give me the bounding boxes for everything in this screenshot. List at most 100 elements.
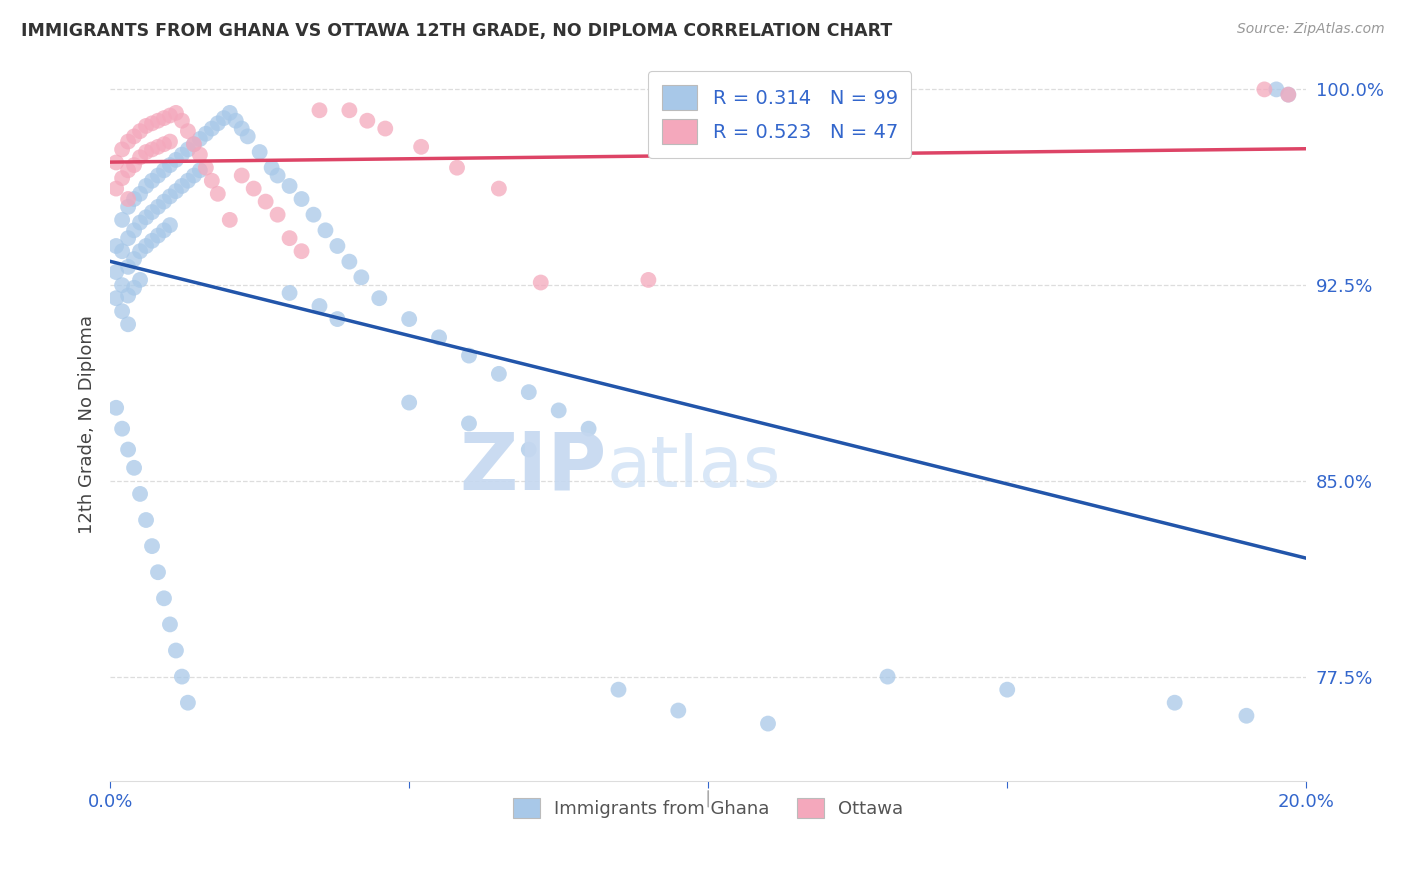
- Point: [756, 716, 779, 731]
- Point: [218, 213, 240, 227]
- Point: [146, 113, 169, 128]
- Point: [111, 244, 134, 259]
- Point: [427, 330, 450, 344]
- Point: [135, 178, 157, 193]
- Point: [517, 385, 540, 400]
- Point: [177, 124, 200, 138]
- Point: [350, 270, 373, 285]
- Point: [129, 215, 152, 229]
- Point: [129, 487, 152, 501]
- Point: [122, 158, 145, 172]
- Point: [177, 143, 200, 157]
- Point: [231, 169, 253, 183]
- Point: [488, 181, 510, 195]
- Point: [141, 205, 163, 219]
- Legend: Immigrants from Ghana, Ottawa: Immigrants from Ghana, Ottawa: [506, 791, 911, 825]
- Point: [135, 211, 157, 225]
- Point: [122, 460, 145, 475]
- Point: [153, 223, 176, 237]
- Text: IMMIGRANTS FROM GHANA VS OTTAWA 12TH GRADE, NO DIPLOMA CORRELATION CHART: IMMIGRANTS FROM GHANA VS OTTAWA 12TH GRA…: [21, 22, 893, 40]
- Text: atlas: atlas: [606, 433, 780, 502]
- Point: [201, 174, 224, 188]
- Point: [488, 367, 510, 381]
- Point: [111, 278, 134, 293]
- Point: [290, 244, 312, 259]
- Point: [236, 129, 259, 144]
- Point: [117, 318, 139, 332]
- Point: [170, 670, 193, 684]
- Point: [117, 231, 139, 245]
- Point: [165, 106, 187, 120]
- Point: [1277, 87, 1299, 102]
- Point: [105, 401, 128, 415]
- Point: [218, 106, 240, 120]
- Point: [129, 244, 152, 259]
- Point: [177, 174, 200, 188]
- Point: [159, 218, 181, 232]
- Point: [141, 234, 163, 248]
- Point: [141, 174, 163, 188]
- Point: [1253, 82, 1275, 96]
- Point: [876, 670, 898, 684]
- Point: [446, 161, 468, 175]
- Point: [111, 422, 134, 436]
- Point: [207, 116, 229, 130]
- Point: [159, 135, 181, 149]
- Point: [278, 285, 301, 300]
- Point: [212, 111, 235, 125]
- Point: [165, 184, 187, 198]
- Point: [1163, 696, 1185, 710]
- Point: [249, 145, 271, 159]
- Point: [117, 442, 139, 457]
- Point: [260, 161, 283, 175]
- Point: [129, 186, 152, 201]
- Point: [153, 163, 176, 178]
- Point: [995, 682, 1018, 697]
- Point: [368, 291, 391, 305]
- Point: [1265, 82, 1288, 96]
- Point: [105, 239, 128, 253]
- Point: [129, 124, 152, 138]
- Point: [146, 169, 169, 183]
- Point: [411, 140, 433, 154]
- Point: [308, 103, 330, 118]
- Point: [105, 291, 128, 305]
- Point: [183, 137, 205, 152]
- Point: [146, 228, 169, 243]
- Point: [666, 704, 689, 718]
- Text: Source: ZipAtlas.com: Source: ZipAtlas.com: [1237, 22, 1385, 37]
- Point: [188, 147, 211, 161]
- Point: [153, 111, 176, 125]
- Point: [242, 181, 264, 195]
- Point: [170, 147, 193, 161]
- Point: [177, 696, 200, 710]
- Point: [183, 169, 205, 183]
- Point: [135, 513, 157, 527]
- Point: [122, 129, 145, 144]
- Point: [111, 304, 134, 318]
- Point: [111, 171, 134, 186]
- Point: [135, 239, 157, 253]
- Point: [153, 137, 176, 152]
- Point: [117, 163, 139, 178]
- Point: [188, 163, 211, 178]
- Point: [266, 208, 288, 222]
- Point: [159, 158, 181, 172]
- Point: [1236, 708, 1258, 723]
- Point: [122, 223, 145, 237]
- Point: [207, 186, 229, 201]
- Point: [170, 178, 193, 193]
- Point: [530, 276, 553, 290]
- Point: [165, 153, 187, 167]
- Point: [141, 143, 163, 157]
- Point: [122, 252, 145, 266]
- Point: [111, 143, 134, 157]
- Point: [111, 213, 134, 227]
- Point: [356, 113, 378, 128]
- Y-axis label: 12th Grade, No Diploma: 12th Grade, No Diploma: [79, 315, 96, 534]
- Point: [308, 299, 330, 313]
- Point: [254, 194, 277, 209]
- Point: [153, 591, 176, 606]
- Point: [170, 113, 193, 128]
- Point: [458, 349, 481, 363]
